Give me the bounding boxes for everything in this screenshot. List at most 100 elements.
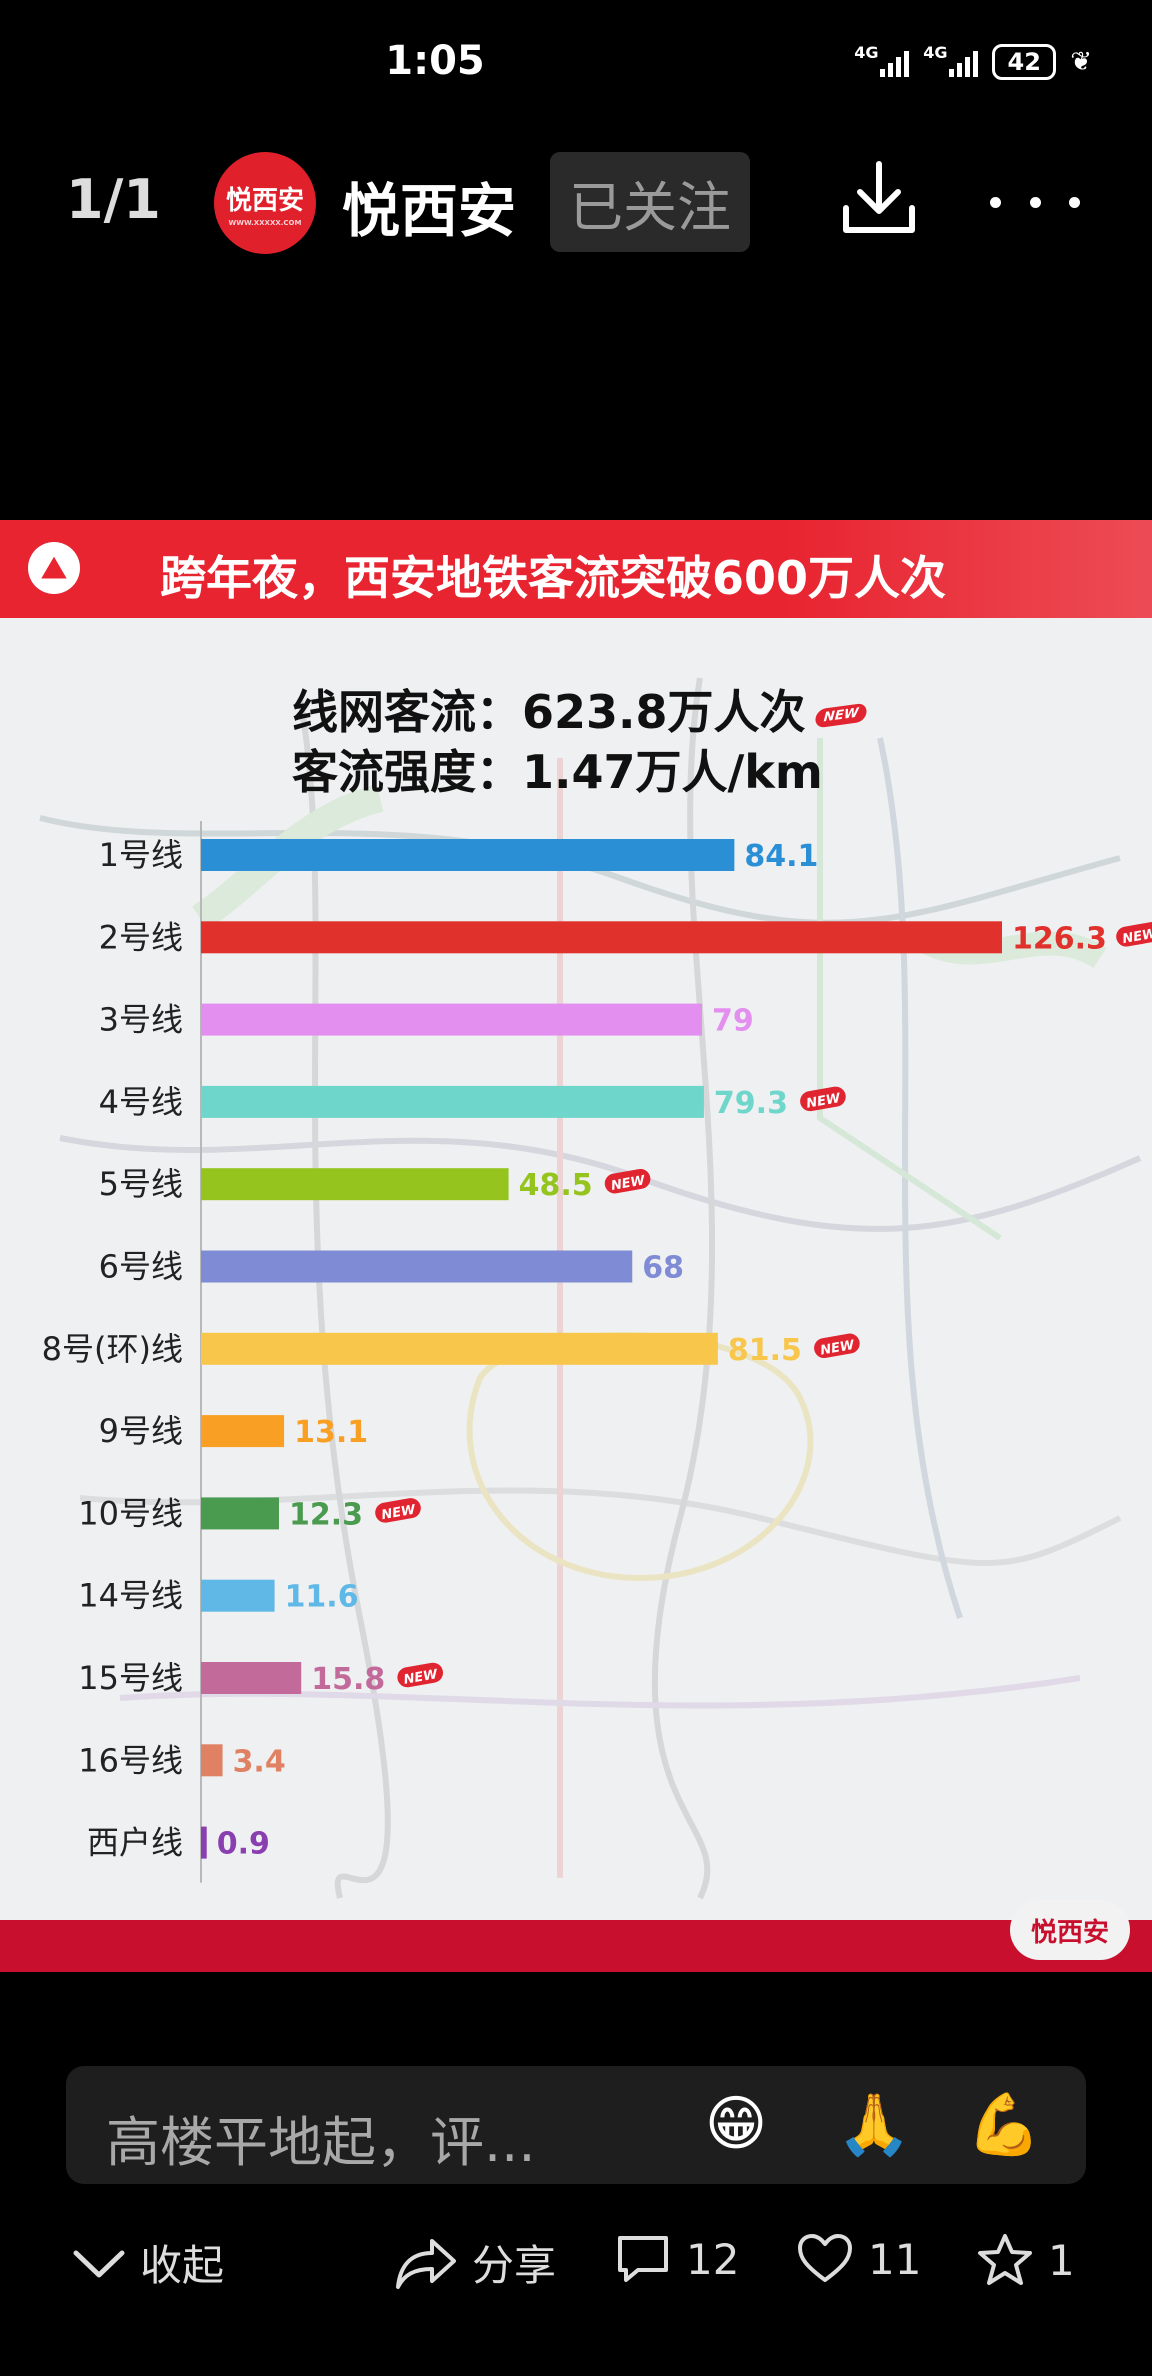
- leaf-icon: ❦: [1070, 47, 1092, 77]
- category-label: 8号(环)线: [42, 1330, 183, 1368]
- new-badge-text: NEW: [819, 1338, 856, 1359]
- metro-logo-icon: ⛰: [28, 542, 80, 594]
- value-label: 13.1: [294, 1415, 368, 1450]
- favorite-button[interactable]: 1: [976, 2232, 1075, 2288]
- category-label: 4号线: [99, 1083, 183, 1121]
- battery-level: 42: [1007, 48, 1041, 76]
- share-label: 分享: [472, 2241, 557, 2290]
- new-badge-text: NEW: [403, 1667, 440, 1688]
- star-icon: [978, 2234, 1032, 2285]
- category-label: 1号线: [99, 836, 183, 874]
- signal-icon: 4G: [854, 43, 910, 77]
- new-badge: [800, 1086, 846, 1112]
- banner-title: 跨年夜，西安地铁客流突破600万人次: [160, 551, 947, 605]
- new-badge-text: NEW: [380, 1502, 417, 1523]
- new-badge-text: NEW: [610, 1173, 647, 1194]
- value-label: 68: [642, 1251, 684, 1286]
- battery-icon: 42: [992, 44, 1057, 80]
- post-image[interactable]: ⛰ 跨年夜，西安地铁客流突破600万人次 线网客流：623.8万人次 NEW 客流…: [0, 520, 1152, 1972]
- category-label: 2号线: [99, 918, 183, 956]
- share-icon: [396, 2238, 456, 2289]
- like-button[interactable]: 11: [796, 2232, 921, 2286]
- stat-total-text: 线网客流：623.8万人次: [292, 685, 806, 739]
- collapse-label: 收起: [140, 2241, 225, 2290]
- category-label: 6号线: [99, 1248, 183, 1286]
- bar: [201, 1250, 633, 1283]
- pray-emoji-button[interactable]: 🙏: [836, 2089, 912, 2160]
- value-label: 126.3: [1012, 921, 1107, 956]
- bar: [201, 1579, 275, 1612]
- value-label: 15.8: [311, 1662, 385, 1697]
- ridership-bar-chart: 1号线 84.1 2号线 126.3 NEW 3号线 79 4号线 79.3 NEW 5号线 48.5…: [42, 821, 1152, 1883]
- new-badge: [375, 1498, 421, 1523]
- network-label: 4G: [854, 43, 879, 62]
- avatar[interactable]: 悦西安 WWW.XXXXX.COM: [214, 152, 316, 254]
- download-icon: [843, 161, 915, 233]
- value-label: 48.5: [519, 1168, 593, 1203]
- bar: [201, 839, 735, 871]
- category-label: 5号线: [99, 1165, 183, 1203]
- avatar-subtext: WWW.XXXXX.COM: [228, 218, 302, 227]
- share-button[interactable]: 分享: [394, 2232, 556, 2293]
- value-label: 11.6: [285, 1580, 359, 1615]
- more-icon-dot: [1069, 196, 1080, 208]
- banner: ⛰ 跨年夜，西安地铁客流突破600万人次: [0, 520, 1152, 618]
- new-badge-text: NEW: [805, 1091, 842, 1112]
- bar: [201, 1003, 703, 1036]
- bar: [201, 1826, 207, 1859]
- grin-emoji-button[interactable]: 😁: [704, 2089, 768, 2159]
- collapse-button[interactable]: 收起: [72, 2232, 224, 2293]
- category-label: 10号线: [78, 1494, 183, 1532]
- category-label: 14号线: [78, 1577, 183, 1615]
- comment-button[interactable]: 12: [614, 2232, 739, 2286]
- account-name[interactable]: 悦西安: [342, 177, 517, 245]
- comment-placeholder: 高楼平地起，评...: [106, 2111, 536, 2174]
- bar: [201, 1497, 280, 1530]
- value-label: 84.1: [744, 839, 818, 874]
- image-footer: [0, 1920, 1152, 1972]
- bar: [201, 921, 1002, 954]
- status-time: 1:05: [385, 38, 485, 84]
- status-icons: 4G 4G 42 ❦: [854, 43, 1092, 80]
- category-label: 16号线: [78, 1741, 183, 1779]
- category-label: 3号线: [99, 1001, 183, 1039]
- footer-logo: 悦西安: [1010, 1900, 1130, 1960]
- bar: [201, 1168, 509, 1201]
- banner-decoration: [782, 520, 1152, 618]
- more-button[interactable]: [990, 190, 1080, 214]
- comment-icon: [618, 2236, 668, 2282]
- download-button[interactable]: [838, 158, 920, 240]
- bar: [201, 1415, 285, 1448]
- follow-button[interactable]: 已关注: [550, 152, 750, 252]
- muscle-emoji-button[interactable]: 💪: [966, 2089, 1042, 2160]
- chevron-down-icon: [73, 2250, 125, 2277]
- page-counter: 1/1: [66, 168, 161, 231]
- avatar-text: 悦西安: [225, 185, 304, 216]
- network-label-2: 4G: [923, 43, 948, 62]
- new-badge: [1116, 922, 1152, 947]
- value-label: 79: [712, 1004, 754, 1039]
- new-badge-text: NEW: [1121, 926, 1152, 947]
- category-label: 西户线: [87, 1824, 183, 1862]
- stat-intensity: 客流强度：1.47万人/km: [292, 745, 823, 799]
- value-label: 3.4: [233, 1744, 286, 1779]
- bar: [201, 1332, 718, 1365]
- bar: [201, 1744, 223, 1777]
- heart-icon: [798, 2234, 852, 2282]
- signal-icon-2: 4G: [923, 43, 979, 77]
- new-badge: [397, 1662, 444, 1688]
- value-label: 81.5: [728, 1333, 802, 1368]
- bar: [201, 1662, 302, 1694]
- new-badge: [814, 1333, 860, 1359]
- favorite-count: 1: [1048, 2235, 1075, 2285]
- value-label: 12.3: [289, 1497, 363, 1532]
- value-label: 79.3: [714, 1086, 788, 1121]
- category-label: 9号线: [99, 1412, 183, 1450]
- new-badge: [604, 1168, 651, 1194]
- category-label: 15号线: [78, 1659, 183, 1697]
- comment-input[interactable]: 高楼平地起，评... 😁 🙏 💪: [66, 2066, 1086, 2184]
- comment-count: 12: [686, 2234, 740, 2284]
- more-icon-dot: [990, 196, 1001, 208]
- value-label: 0.9: [217, 1827, 270, 1862]
- bar: [201, 1085, 704, 1118]
